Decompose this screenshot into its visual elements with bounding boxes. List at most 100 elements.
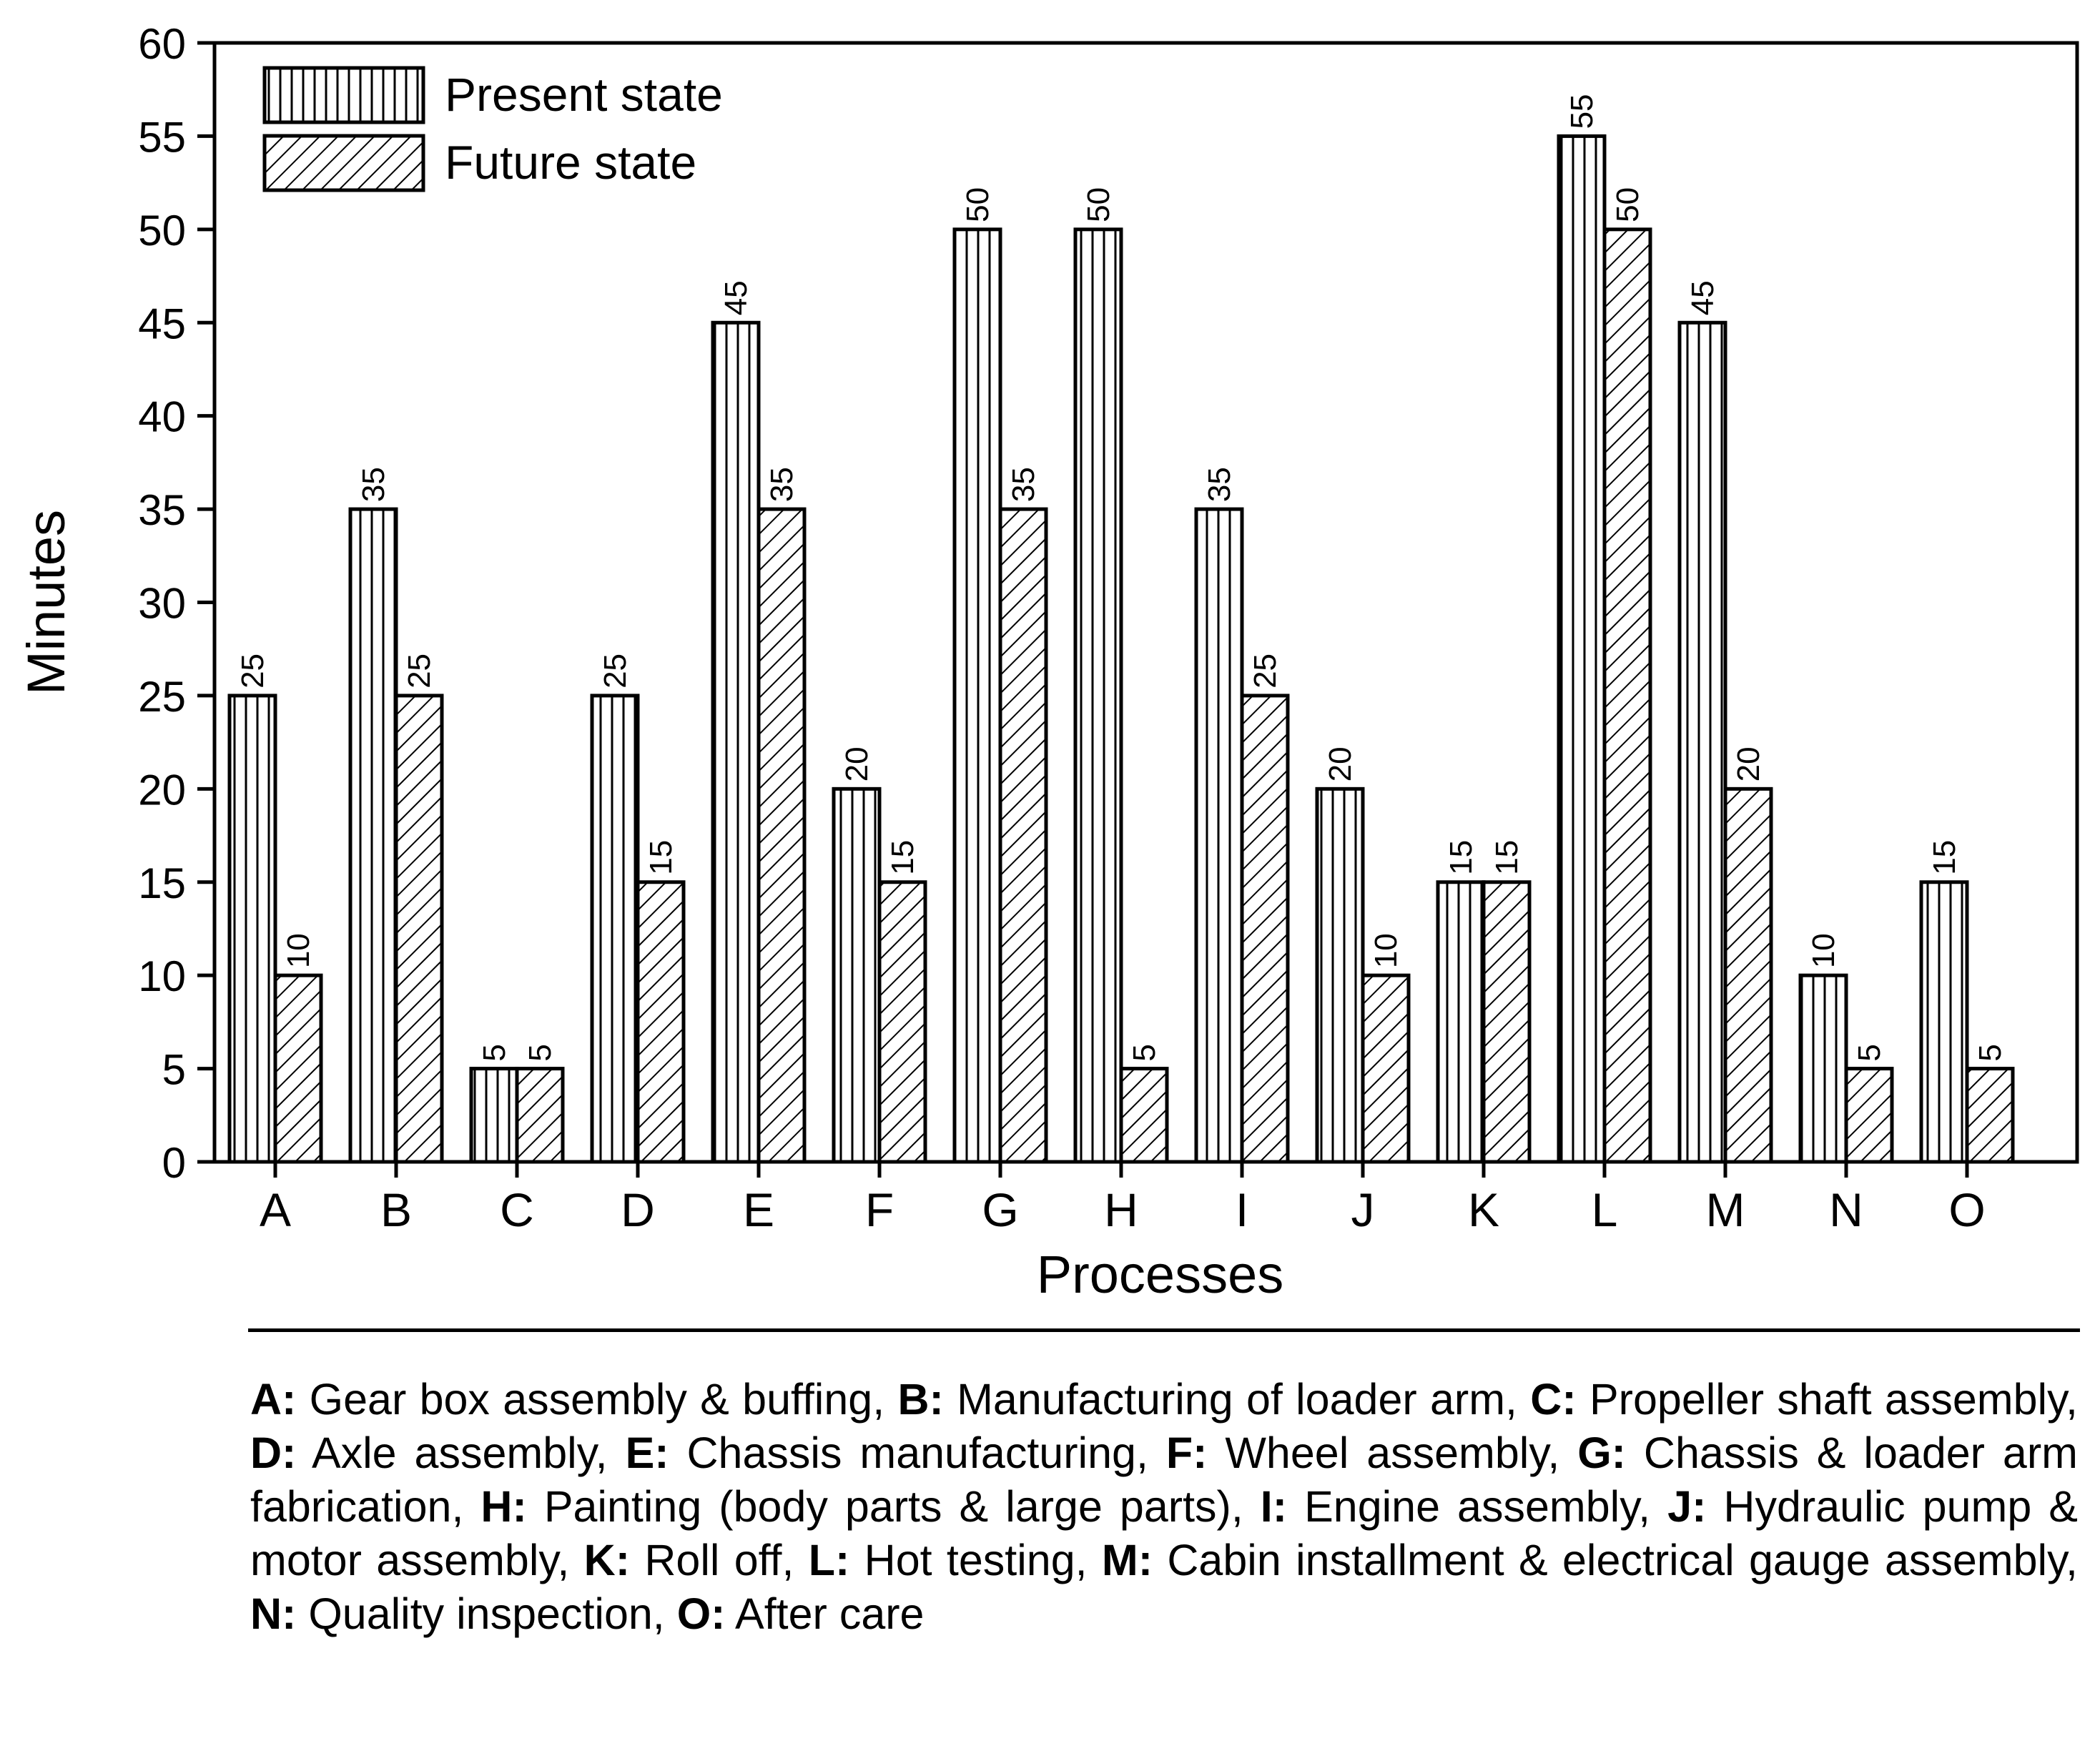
caption-key: E:	[625, 1429, 669, 1477]
caption-divider	[248, 1328, 2080, 1332]
x-tick-label: H	[1104, 1183, 1138, 1236]
data-label: 50	[1610, 187, 1645, 222]
data-label: 45	[1685, 280, 1720, 315]
y-tick-label: 30	[138, 580, 186, 628]
data-label: 35	[1202, 467, 1237, 502]
y-tick-label: 55	[138, 113, 186, 161]
bar-future-F	[877, 880, 927, 1164]
bar-present-M	[1677, 320, 1727, 1164]
plot-frame	[212, 41, 2079, 1164]
x-tick-label: I	[1236, 1183, 1248, 1236]
y-tick-label: 25	[138, 673, 186, 721]
caption-key: A:	[250, 1375, 297, 1424]
y-tick-label: 60	[138, 20, 186, 68]
caption-text: After care	[725, 1589, 925, 1638]
bar-future-M	[1723, 786, 1773, 1164]
data-label: 5	[1852, 1044, 1887, 1061]
caption-key: N:	[250, 1589, 297, 1638]
bar-present-B	[348, 507, 398, 1164]
data-label: 55	[1564, 94, 1599, 129]
data-label: 45	[719, 280, 754, 315]
caption-text: Propeller shaft assembly,	[1576, 1375, 2078, 1424]
bar-future-G	[998, 507, 1048, 1164]
bar-present-D	[590, 694, 640, 1164]
bar-future-A	[273, 973, 323, 1164]
caption-text: Hot testing,	[849, 1536, 1102, 1584]
legend-label-future: Future state	[445, 136, 696, 189]
y-tick-label: 45	[138, 300, 186, 347]
x-tick-label: D	[621, 1183, 655, 1236]
caption-key: D:	[250, 1429, 297, 1477]
caption-key: B:	[897, 1375, 944, 1424]
data-label: 35	[1006, 467, 1041, 502]
y-tick-label: 50	[138, 207, 186, 255]
caption-text: Gear box assembly & buffing,	[296, 1375, 898, 1424]
data-label: 25	[1248, 654, 1283, 689]
bar-future-J	[1361, 973, 1411, 1164]
caption-text: Manufacturing of loader arm,	[943, 1375, 1531, 1424]
bar-future-L	[1602, 227, 1652, 1164]
data-label: 50	[1081, 187, 1116, 222]
caption-key: K:	[583, 1536, 631, 1584]
caption-key: F:	[1165, 1429, 1208, 1477]
bar-present-G	[952, 227, 1002, 1164]
data-label: 20	[1731, 746, 1766, 781]
data-label: 15	[1927, 840, 1962, 875]
data-label: 15	[1444, 840, 1479, 875]
y-axis-title: Minutes	[16, 510, 76, 695]
x-tick-label: E	[743, 1183, 774, 1236]
bar-present-K	[1436, 880, 1486, 1164]
caption-text: Engine assembly,	[1287, 1482, 1668, 1531]
caption-key: J:	[1667, 1482, 1707, 1531]
x-tick-label: N	[1829, 1183, 1863, 1236]
bar-future-O	[1965, 1067, 2015, 1164]
x-axis-title: Processes	[1037, 1245, 1283, 1304]
caption-text: Chassis manufacturing,	[669, 1429, 1166, 1477]
data-label: 10	[1806, 933, 1841, 968]
bar-future-H	[1119, 1067, 1169, 1164]
bar-future-I	[1240, 694, 1290, 1164]
caption-text: Hydraulic pump & motor assembly,	[250, 1482, 2078, 1584]
caption-text: Roll off,	[630, 1536, 809, 1584]
legend-swatch-future	[262, 134, 425, 192]
y-tick-label: 20	[138, 766, 186, 814]
caption-text: Axle assembly,	[296, 1429, 626, 1477]
legend-swatch-present	[262, 66, 425, 124]
data-label: 5	[523, 1044, 558, 1061]
data-label: 25	[402, 654, 437, 689]
bar-present-H	[1073, 227, 1123, 1164]
data-label: 10	[1369, 933, 1404, 968]
caption-text: Painting (body parts & large parts),	[526, 1482, 1261, 1531]
caption-text: Quality inspection,	[296, 1589, 677, 1638]
caption-key: C:	[1530, 1375, 1577, 1424]
data-label: 35	[356, 467, 391, 502]
data-label: 10	[281, 933, 316, 968]
bar-future-E	[756, 507, 807, 1164]
x-tick-label: K	[1468, 1183, 1499, 1236]
data-label: 5	[1127, 1044, 1162, 1061]
caption-key: I:	[1260, 1482, 1288, 1531]
x-tick-label: C	[500, 1183, 534, 1236]
bar-present-C	[469, 1067, 519, 1164]
bar-future-D	[636, 880, 686, 1164]
caption-key: G:	[1577, 1429, 1626, 1477]
y-tick-label: 15	[138, 859, 186, 907]
caption-text: Chassis & loader arm fabrication,	[250, 1429, 2078, 1531]
legend-label-present: Present state	[445, 68, 723, 121]
caption-key: L:	[808, 1536, 850, 1584]
bar-present-E	[711, 320, 761, 1164]
y-tick-label: 10	[138, 952, 186, 1000]
x-tick-label: F	[865, 1183, 894, 1236]
bar-present-O	[1919, 880, 1969, 1164]
x-tick-label: M	[1706, 1183, 1745, 1236]
y-tick-label: 0	[162, 1139, 186, 1187]
caption-key: M:	[1101, 1536, 1153, 1584]
bar-chart: 051015202530354045505560MinutesA2510B352…	[16, 20, 2079, 1304]
caption-key: H:	[480, 1482, 527, 1531]
y-tick-label: 35	[138, 486, 186, 534]
bar-present-F	[832, 786, 882, 1164]
data-label: 5	[1973, 1044, 2008, 1061]
x-tick-label: G	[982, 1183, 1018, 1236]
y-tick-label: 5	[162, 1046, 186, 1094]
data-label: 20	[1323, 746, 1358, 781]
